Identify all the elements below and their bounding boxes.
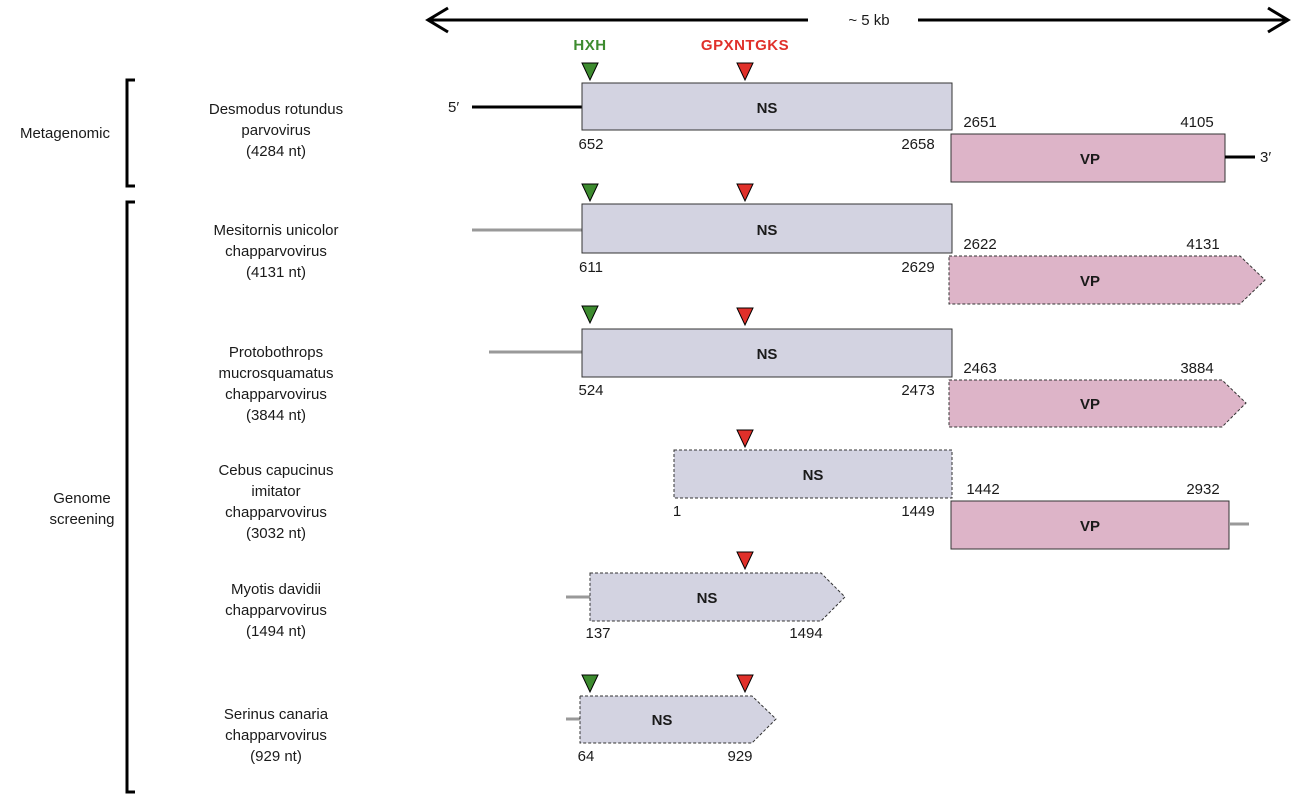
ns-gene: [581, 82, 953, 131]
group-label-screening: screening: [49, 511, 114, 528]
gpx-marker: [736, 307, 754, 327]
ns-start: 1: [673, 503, 681, 520]
genome-size: (4131 nt): [246, 264, 306, 281]
genome-name-line: Mesitornis unicolor: [213, 222, 338, 239]
genome-size: (929 nt): [250, 748, 302, 765]
genome-name-line: parvovirus: [241, 122, 310, 139]
ns-start: 137: [585, 625, 610, 642]
vp-label: VP: [1080, 518, 1100, 535]
genome-name-line: chapparvovirus: [225, 602, 327, 619]
ns-start: 524: [578, 382, 603, 399]
genome-name-line: Protobothrops: [229, 344, 323, 361]
ns-label: NS: [757, 346, 778, 363]
metagenomic-bracket: [125, 78, 135, 188]
genome-protobothrops: Protobothrops mucrosquamatus chapparvovi…: [218, 305, 1247, 428]
ns-start: 611: [579, 259, 603, 276]
five-prime-label: 5′: [448, 99, 459, 116]
hxh-marker: [581, 305, 599, 325]
genome-name-line: chapparvovirus: [225, 243, 327, 260]
ns-end: 2473: [901, 382, 934, 399]
ns-label: NS: [697, 590, 718, 607]
vp-end: 4105: [1180, 114, 1213, 131]
genome-name-line: chapparvovirus: [225, 504, 327, 521]
vp-end: 4131: [1186, 236, 1219, 253]
vp-gene: [950, 133, 1226, 183]
hxh-marker: [581, 62, 599, 82]
genome-name-line: chapparvovirus: [225, 386, 327, 403]
ns-end: 2629: [901, 259, 934, 276]
ns-start: 64: [578, 748, 595, 765]
gpx-marker: [736, 183, 754, 203]
scale-label: ~ 5 kb: [848, 12, 889, 29]
genome-myotis: Myotis davidii chapparvovirus (1494 nt) …: [225, 551, 846, 642]
genome-size: (3032 nt): [246, 525, 306, 542]
genome-size: (3844 nt): [246, 407, 306, 424]
genome-size: (4284 nt): [246, 143, 306, 160]
group-label-metagenomic: Metagenomic: [20, 125, 111, 142]
three-prime-label: 3′: [1260, 149, 1271, 166]
genome-size: (1494 nt): [246, 623, 306, 640]
vp-gene: [948, 255, 1266, 305]
gpx-marker: [736, 62, 754, 82]
gpx-marker: [736, 551, 754, 571]
vp-start: 1442: [966, 481, 999, 498]
gpx-motif-label: GPXNTGKS: [701, 37, 789, 54]
ns-end: 1494: [789, 625, 822, 642]
ns-end: 2658: [901, 136, 934, 153]
vp-end: 2932: [1186, 481, 1219, 498]
hxh-marker: [581, 674, 599, 694]
ns-gene: [579, 695, 777, 744]
ns-label: NS: [757, 222, 778, 239]
genome-screening-bracket: [125, 200, 135, 794]
genome-mesitornis: Mesitornis unicolor chapparvovirus (4131…: [213, 183, 1266, 305]
vp-start: 2463: [963, 360, 996, 377]
genome-cebus: Cebus capucinus imitator chapparvovirus …: [218, 429, 1249, 550]
vp-gene: [948, 379, 1247, 428]
genome-name-line: mucrosquamatus: [218, 365, 333, 382]
genome-name-line: imitator: [251, 483, 300, 500]
scale-bar: ~ 5 kb: [425, 6, 1291, 34]
genome-name-line: Serinus canaria: [224, 706, 329, 723]
ns-end: 929: [727, 748, 752, 765]
ns-end: 1449: [901, 503, 934, 520]
genome-desmodus: Desmodus rotundus parvovirus (4284 nt) 5…: [209, 62, 1271, 183]
ns-gene: [589, 572, 846, 622]
genome-name-line: chapparvovirus: [225, 727, 327, 744]
gpx-marker: [736, 674, 754, 694]
vp-gene: [950, 500, 1230, 550]
ns-label: NS: [652, 712, 673, 729]
ns-gene: [673, 449, 953, 499]
ns-gene: [581, 328, 953, 378]
vp-label: VP: [1080, 151, 1100, 168]
genome-name-line: Myotis davidii: [231, 581, 321, 598]
vp-start: 2622: [963, 236, 996, 253]
genome-serinus: Serinus canaria chapparvovirus (929 nt) …: [224, 674, 777, 765]
vp-label: VP: [1080, 273, 1100, 290]
genome-name-line: Cebus capucinus: [218, 462, 333, 479]
ns-start: 652: [578, 136, 603, 153]
ns-label: NS: [803, 467, 824, 484]
group-label-genome: Genome: [53, 490, 111, 507]
hxh-motif-label: HXH: [573, 37, 606, 54]
vp-label: VP: [1080, 396, 1100, 413]
hxh-marker: [581, 183, 599, 203]
ns-label: NS: [757, 100, 778, 117]
vp-start: 2651: [963, 114, 996, 131]
vp-end: 3884: [1180, 360, 1213, 377]
ns-gene: [581, 203, 953, 254]
gpx-marker: [736, 429, 754, 449]
genome-name-line: Desmodus rotundus: [209, 101, 343, 118]
